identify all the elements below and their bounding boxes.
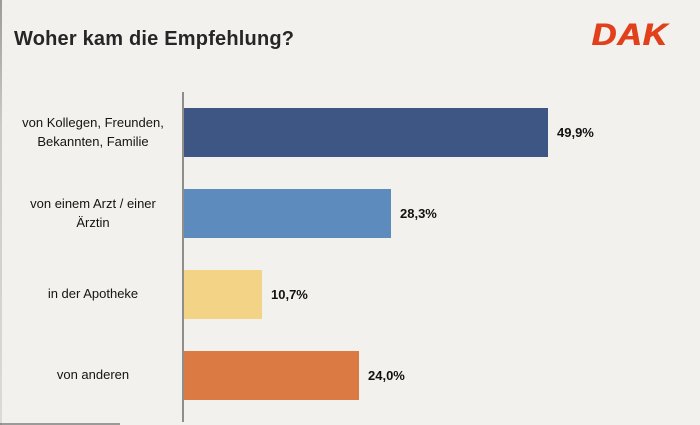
bar-chart: von Kollegen, Freunden, Bekannten, Famil… [14, 92, 690, 422]
bar [184, 351, 359, 400]
category-label: von einem Arzt / einer Ärztin [30, 195, 156, 230]
value-label: 24,0% [368, 368, 405, 383]
scan-artifact-bottom-edge [0, 423, 120, 425]
category-label: von anderen [56, 367, 130, 383]
bar-row: 24,0% [184, 335, 690, 416]
value-label: 10,7% [271, 287, 308, 302]
bar-row: 28,3% [184, 173, 690, 254]
bar-row: 10,7% [184, 254, 690, 335]
labels-column: von Kollegen, Freunden, Bekannten, Famil… [14, 92, 182, 422]
plot-column: 49,9% 28,3% 10,7% 24,0% [182, 92, 690, 422]
bar [184, 108, 548, 157]
header: Woher kam die Empfehlung? DAK [0, 0, 700, 52]
bar [184, 270, 262, 319]
bar-row: 49,9% [184, 92, 690, 173]
scan-artifact-left-edge [0, 0, 2, 425]
category-label: von Kollegen, Freunden, Bekannten, Famil… [22, 114, 164, 149]
value-label: 28,3% [400, 206, 437, 221]
dak-logo: DAK [591, 17, 668, 53]
page-title: Woher kam die Empfehlung? [14, 28, 295, 50]
value-label: 49,9% [557, 125, 594, 140]
category-label: in der Apotheke [47, 286, 139, 302]
bar [184, 189, 391, 238]
